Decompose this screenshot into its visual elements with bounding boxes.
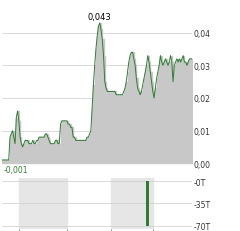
Bar xyxy=(111,179,153,229)
Bar xyxy=(146,182,149,225)
Text: 0,043: 0,043 xyxy=(88,13,112,22)
Bar xyxy=(19,179,67,229)
Text: -0,001: -0,001 xyxy=(3,165,28,174)
